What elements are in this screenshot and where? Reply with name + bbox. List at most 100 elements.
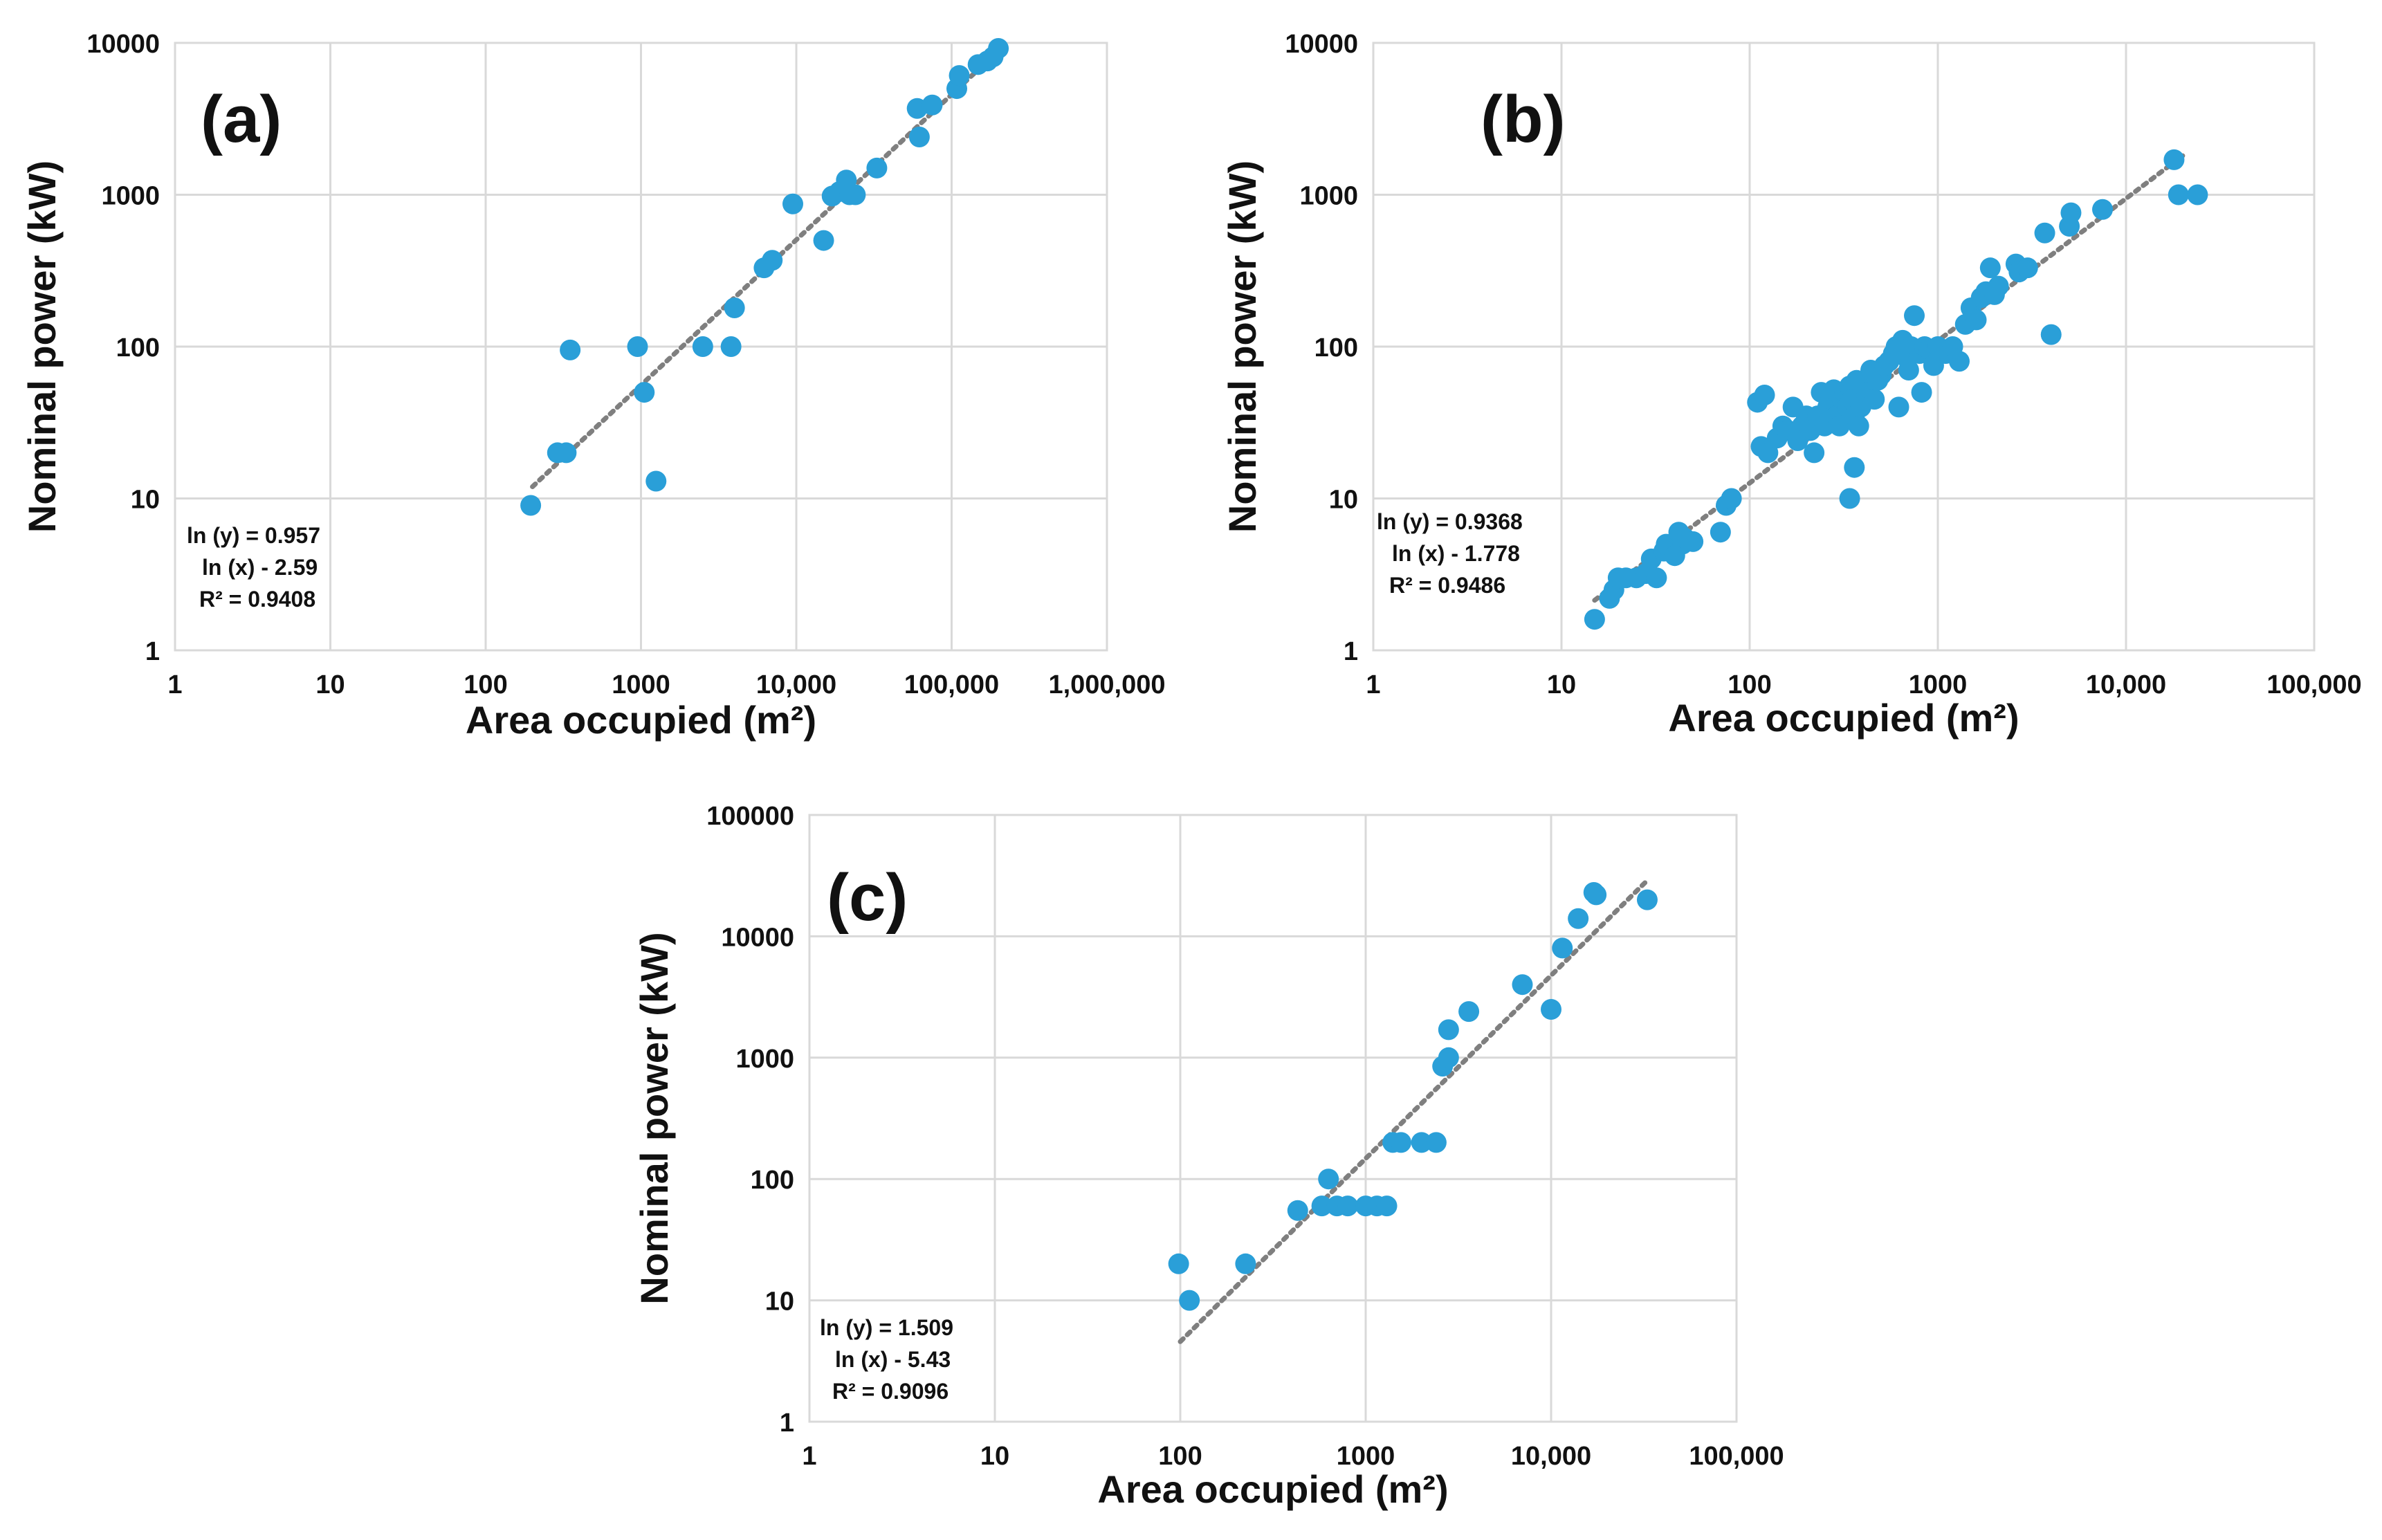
- data-point: [1646, 567, 1667, 589]
- data-point: [1864, 389, 1885, 410]
- data-point: [949, 65, 970, 86]
- data-point: [1541, 999, 1561, 1020]
- data-point: [1754, 384, 1775, 405]
- x-axis-title: Area occupied (m²): [1668, 696, 2019, 740]
- data-point: [1898, 360, 1919, 381]
- x-tick-label: 10,000: [1511, 1442, 1591, 1471]
- y-tick-label: 10000: [721, 923, 794, 952]
- y-axis-title: Nominal power (kW): [632, 932, 676, 1304]
- regression-equation-line: R² = 0.9408: [199, 587, 315, 612]
- chart-panel-b: 1 10 100 1000 10,000 100,000 1 10 100 1000 10000 Ar…: [1220, 30, 2362, 740]
- chart-panel-a: 1 10 100 1000 10,000 100,000 1,000,000 1 10 100 10…: [20, 30, 1166, 742]
- x-tick-label: 1: [802, 1442, 816, 1471]
- x-tick-label: 100: [1158, 1442, 1202, 1471]
- data-point: [813, 230, 834, 251]
- data-point: [2163, 149, 2185, 170]
- regression-equation-line: ln (y) = 1.509: [820, 1315, 953, 1340]
- x-tick-label: 100,000: [1689, 1442, 1784, 1471]
- data-point: [1376, 1195, 1398, 1217]
- y-tick-label: 1: [145, 637, 160, 666]
- data-point: [1586, 884, 1607, 906]
- data-point: [1888, 396, 1909, 418]
- data-point: [866, 157, 888, 178]
- y-tick-label: 10: [1329, 486, 1358, 515]
- data-point: [1721, 488, 1742, 509]
- data-point: [1839, 488, 1860, 509]
- regression-equation-line: R² = 0.9096: [832, 1379, 949, 1404]
- regression-equation-line: ln (y) = 0.9368: [1377, 509, 1523, 534]
- data-point: [1568, 908, 1589, 929]
- panel-label: (b): [1481, 82, 1566, 156]
- x-tick-label: 10: [980, 1442, 1009, 1471]
- data-point: [1235, 1253, 1256, 1274]
- regression-equation-line: R² = 0.9486: [1389, 573, 1505, 598]
- data-point: [2040, 324, 2062, 345]
- data-point: [1311, 1195, 1332, 1217]
- x-tick-label: 100,000: [904, 670, 999, 699]
- x-tick-label: 1000: [612, 670, 670, 699]
- data-point: [1948, 351, 1970, 372]
- y-tick-label: 1: [1344, 637, 1358, 666]
- y-tick-label: 10: [131, 486, 160, 515]
- x-tick-label: 10,000: [2086, 670, 2166, 699]
- x-axis-title: Area occupied (m²): [466, 698, 816, 742]
- data-point: [560, 339, 581, 360]
- y-tick-label: 10: [765, 1287, 794, 1317]
- data-point: [845, 184, 866, 205]
- data-point: [634, 382, 655, 403]
- y-tick-label: 100000: [706, 802, 794, 831]
- y-axis-title: Nominal power (kW): [20, 161, 64, 533]
- data-point: [1337, 1195, 1359, 1217]
- data-point: [1848, 415, 1869, 437]
- regression-equation-line: ln (x) - 1.778: [1392, 541, 1520, 566]
- x-tick-label: 100: [464, 670, 507, 699]
- x-tick-label: 1000: [1909, 670, 1968, 699]
- trendline: [1178, 878, 1650, 1344]
- data-point: [1683, 531, 1704, 552]
- y-tick-label: 100: [116, 333, 160, 363]
- data-point: [2092, 199, 2114, 220]
- data-point: [1552, 937, 1573, 959]
- data-point: [1636, 889, 1658, 910]
- data-point: [1988, 275, 2009, 297]
- data-point: [1168, 1253, 1189, 1274]
- data-point: [908, 127, 930, 148]
- data-point: [520, 495, 542, 516]
- data-point: [1710, 522, 1731, 543]
- data-point: [762, 250, 783, 271]
- data-point: [1804, 442, 1825, 464]
- regression-equation-line: ln (x) - 2.59: [202, 555, 318, 580]
- data-point: [720, 336, 742, 357]
- x-tick-label: 1: [1366, 670, 1380, 699]
- y-tick-label: 100: [751, 1166, 794, 1195]
- data-point: [1411, 1132, 1432, 1153]
- data-point: [556, 442, 577, 464]
- y-tick-label: 100: [1314, 333, 1358, 363]
- data-point: [1966, 309, 1987, 331]
- y-tick-label: 1000: [735, 1045, 794, 1074]
- data-point: [2168, 184, 2189, 205]
- data-point: [1911, 382, 1932, 403]
- data-point: [1844, 457, 1865, 478]
- panel-label: (a): [201, 82, 282, 156]
- data-point: [1829, 415, 1850, 437]
- y-tick-label: 1000: [1299, 182, 1358, 211]
- x-tick-label: 1: [167, 670, 182, 699]
- x-tick-label: 10: [315, 670, 345, 699]
- data-point: [1979, 257, 2001, 279]
- data-point: [1179, 1290, 1200, 1311]
- x-tick-label: 10,000: [756, 670, 836, 699]
- data-point: [724, 297, 745, 318]
- data-point: [645, 470, 667, 492]
- regression-equation-line: ln (x) - 5.43: [835, 1347, 951, 1372]
- x-tick-label: 100: [1728, 670, 1771, 699]
- data-point: [782, 193, 803, 214]
- data-point: [1287, 1200, 1308, 1221]
- y-tick-label: 10000: [1285, 30, 1358, 59]
- y-tick-label: 1000: [101, 182, 160, 211]
- data-point: [1438, 1019, 1459, 1041]
- data-point: [2017, 257, 2038, 279]
- regression-equation-line: ln (y) = 0.957: [187, 523, 320, 548]
- data-point: [1391, 1132, 1412, 1153]
